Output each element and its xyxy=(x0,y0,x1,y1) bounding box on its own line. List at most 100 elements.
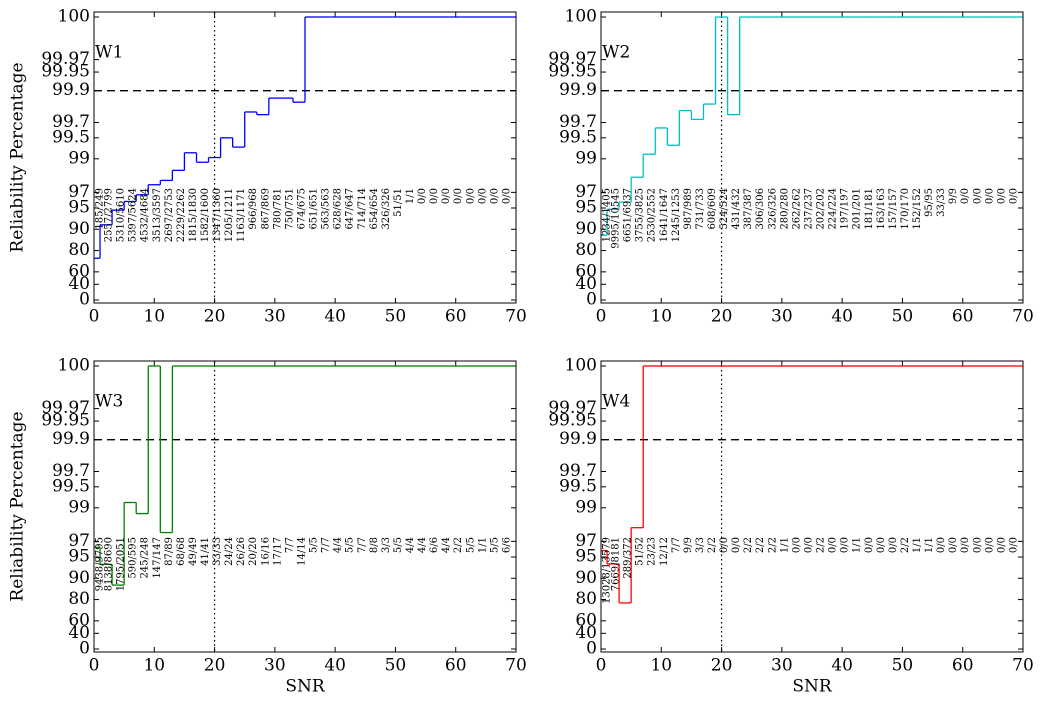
x-tick-label: 0 xyxy=(89,656,100,676)
count-label: 326/326 xyxy=(767,188,778,230)
count-label: 51/52 xyxy=(635,537,646,566)
count-label: 2530/2552 xyxy=(647,188,658,242)
count-label: 289/372 xyxy=(623,537,634,579)
count-label: 163/163 xyxy=(876,188,887,230)
y-tick-label: 99.5 xyxy=(559,476,597,496)
x-tick-label: 70 xyxy=(1012,656,1034,676)
count-label: 2557/2799 xyxy=(104,188,115,242)
count-label: 8/8 xyxy=(369,537,380,553)
x-tick-label: 60 xyxy=(445,656,467,676)
y-tick-label: 99.9 xyxy=(559,80,597,100)
count-label: 0/0 xyxy=(876,537,887,553)
count-label: 8138/8690 xyxy=(104,537,115,591)
count-label: 0/0 xyxy=(1008,537,1019,553)
count-label: 867/869 xyxy=(260,188,271,230)
count-label: 6651/6937 xyxy=(623,188,634,242)
axes-frame xyxy=(93,11,517,304)
count-label: 24/24 xyxy=(224,537,235,566)
count-label: 3513/3597 xyxy=(152,188,163,242)
subplot: 04060809095979999.599.799.999.9599.97100… xyxy=(8,356,527,697)
y-tick-label: 90 xyxy=(68,219,90,239)
count-label: 0/0 xyxy=(453,188,464,204)
count-label: 0/0 xyxy=(948,537,959,553)
count-label: 245/248 xyxy=(140,537,151,579)
y-tick-label: 95 xyxy=(575,547,597,567)
subplot: 04060809095979999.599.799.999.9599.97100… xyxy=(8,7,527,327)
x-tick-label: 40 xyxy=(324,656,346,676)
panel-title: W1 xyxy=(95,43,123,63)
count-label: 26/26 xyxy=(236,537,247,566)
count-label: 1347/1360 xyxy=(212,188,223,242)
count-label: 3755/3825 xyxy=(635,188,646,242)
y-tick-label: 99.97 xyxy=(41,398,90,418)
count-label: 2697/2753 xyxy=(164,188,175,242)
x-tick-label: 50 xyxy=(892,656,914,676)
count-label: 20/20 xyxy=(248,537,259,566)
y-tick-label: 99.7 xyxy=(559,112,597,132)
count-label: 0/0 xyxy=(888,537,899,553)
count-label: 0/0 xyxy=(791,537,802,553)
count-label: 0/0 xyxy=(840,537,851,553)
count-label: 674/675 xyxy=(296,188,307,230)
count-label: 202/202 xyxy=(816,188,827,230)
count-label: 0/0 xyxy=(719,537,730,553)
x-tick-label: 50 xyxy=(892,307,914,327)
count-label: 0/0 xyxy=(984,537,995,553)
y-tick-label: 97 xyxy=(575,182,597,202)
x-tick-label: 40 xyxy=(831,656,853,676)
count-label: 181/181 xyxy=(864,188,875,230)
x-tick-label: 20 xyxy=(711,656,733,676)
y-tick-label: 0 xyxy=(586,290,597,310)
count-label: 33/33 xyxy=(212,537,223,566)
count-label: 7/7 xyxy=(321,537,332,553)
x-tick-label: 0 xyxy=(596,307,607,327)
panel-title: W2 xyxy=(602,43,630,63)
count-label: 5/5 xyxy=(489,537,500,553)
count-label: 5/5 xyxy=(393,537,404,553)
count-label: 750/751 xyxy=(284,188,295,230)
y-tick-label: 0 xyxy=(79,639,90,659)
count-label: 0/0 xyxy=(828,537,839,553)
count-label: 1641/1647 xyxy=(659,188,670,242)
x-tick-label: 40 xyxy=(831,307,853,327)
x-tick-label: 70 xyxy=(505,656,527,676)
count-label: 147/147 xyxy=(152,537,163,579)
count-label: 0/0 xyxy=(936,537,947,553)
count-label: 5/5 xyxy=(309,537,320,553)
count-label: 563/563 xyxy=(321,188,332,230)
count-label: 1/1 xyxy=(924,537,935,553)
y-tick-label: 80 xyxy=(575,240,597,260)
count-label: 7/7 xyxy=(284,537,295,553)
count-label: 0/0 xyxy=(972,188,983,204)
count-label: 185/249 xyxy=(95,188,106,230)
count-label: 13028/13579 xyxy=(602,537,613,604)
count-label: 9995/10545 xyxy=(611,188,622,249)
count-label: 2/2 xyxy=(816,537,827,553)
count-label: 0/0 xyxy=(501,188,512,204)
count-label: 12/12 xyxy=(659,537,670,566)
count-label: 68/68 xyxy=(176,537,187,566)
y-tick-label: 60 xyxy=(68,610,90,630)
count-label: 87/89 xyxy=(164,537,175,566)
count-label: 3/3 xyxy=(695,537,706,553)
count-label: 0/0 xyxy=(972,537,983,553)
count-label: 0/0 xyxy=(1008,188,1019,204)
count-label: 9438/9795 xyxy=(95,537,106,591)
count-label: 0/0 xyxy=(996,537,1007,553)
count-label: 0/0 xyxy=(417,188,428,204)
count-label: 7669/8181 xyxy=(611,537,622,591)
y-tick-label: 100 xyxy=(58,7,90,27)
count-label: 201/201 xyxy=(852,188,863,230)
y-tick-label: 40 xyxy=(68,274,90,294)
count-label: 1163/1171 xyxy=(236,188,247,242)
y-tick-label: 60 xyxy=(575,610,597,630)
x-tick-label: 60 xyxy=(445,307,467,327)
x-tick-label: 60 xyxy=(952,656,974,676)
x-tick-label: 10 xyxy=(650,656,672,676)
count-label: 654/654 xyxy=(369,188,380,230)
count-label: 0/0 xyxy=(864,537,875,553)
count-label: 197/197 xyxy=(840,188,851,230)
x-tick-label: 0 xyxy=(89,307,100,327)
count-label: 0/0 xyxy=(996,188,1007,204)
